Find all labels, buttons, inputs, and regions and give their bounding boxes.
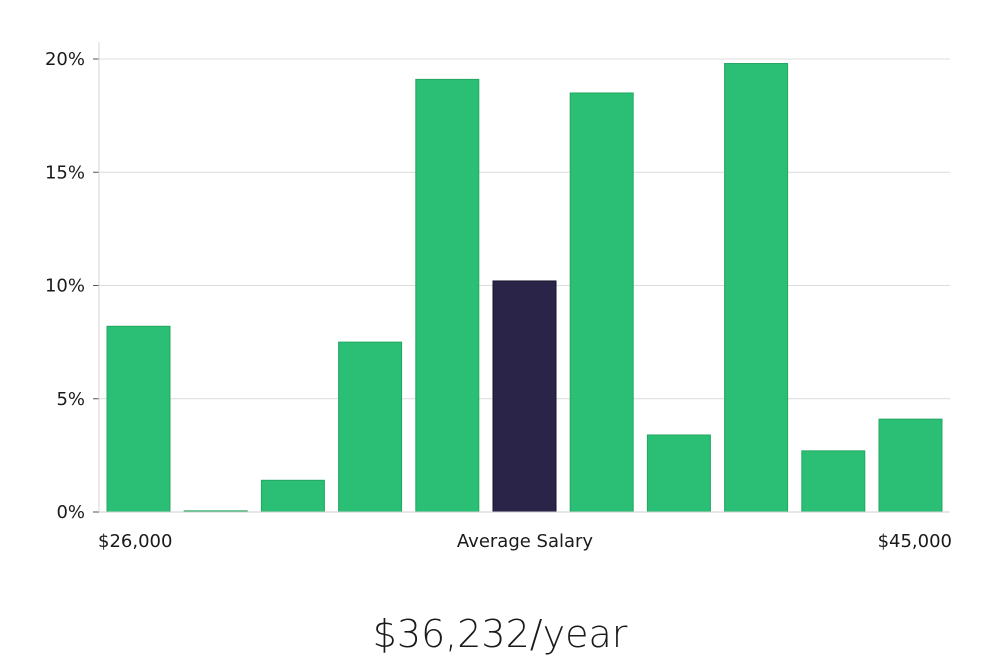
x-axis-title: Average Salary (457, 531, 594, 552)
y-tick-label: 0% (56, 502, 85, 523)
bar (260, 479, 325, 513)
bar-highlighted (492, 280, 557, 513)
bar (569, 92, 634, 513)
y-axis-ticks: 0% 5% 10% 15% 20% (45, 49, 99, 523)
y-tick-label: 10% (45, 276, 85, 297)
x-max-label: $45,000 (878, 531, 952, 552)
bar (724, 63, 789, 513)
bar (415, 78, 480, 513)
y-tick-label: 5% (56, 389, 85, 410)
bars (106, 63, 943, 513)
bar (646, 434, 711, 513)
average-salary-value: $36,232/year (372, 612, 628, 656)
bar (801, 450, 866, 513)
salary-histogram: 0% 5% 10% 15% 20% $26,000 Average Salary $45… (45, 42, 952, 552)
x-min-label: $26,000 (98, 531, 172, 552)
y-tick-label: 20% (45, 49, 85, 70)
bar (106, 325, 171, 513)
y-tick-label: 15% (45, 162, 85, 183)
bar (878, 418, 943, 513)
bar (338, 341, 403, 513)
